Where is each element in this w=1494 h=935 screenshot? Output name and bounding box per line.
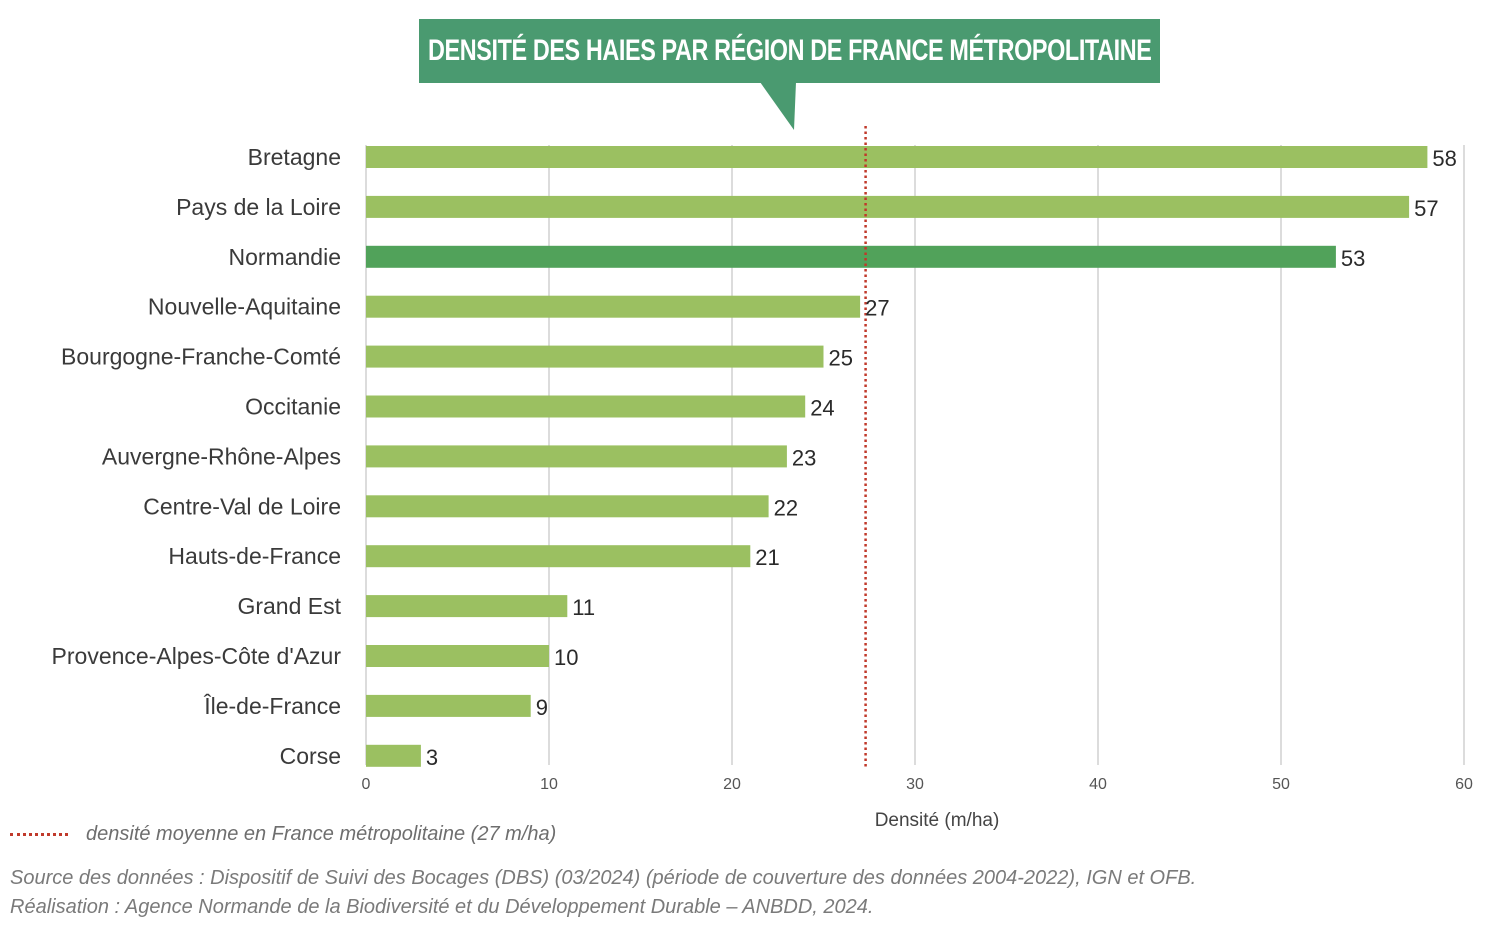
legend-reference-line-label: densité moyenne en France métropolitaine… (86, 822, 557, 845)
labels: 0 10 20 30 40 50 60 Bretagne 58 Pays de la Loire 5… (52, 144, 1473, 793)
bars (366, 146, 1428, 767)
category-label: Nouvelle-Aquitaine (148, 294, 341, 320)
bar (366, 295, 861, 318)
x-tick-label: 20 (723, 776, 741, 793)
category-label: Grand Est (237, 593, 341, 619)
data-label: 3 (426, 745, 438, 770)
x-tick-label: 60 (1455, 776, 1473, 793)
data-label: 21 (755, 545, 779, 570)
title-callout-pointer (760, 82, 796, 130)
category-label: Centre-Val de Loire (143, 493, 341, 519)
category-label: Île-de-France (203, 693, 341, 719)
category-label: Pays de la Loire (176, 194, 341, 220)
data-label: 22 (774, 495, 798, 520)
bar (366, 645, 549, 667)
data-label: 53 (1341, 246, 1365, 271)
legend-reference-line-swatch (10, 832, 68, 836)
category-label: Hauts-de-France (168, 543, 341, 569)
x-tick-label: 30 (906, 776, 924, 793)
bar (366, 445, 787, 468)
bar (366, 744, 421, 767)
x-tick-label: 10 (540, 776, 558, 793)
bar (366, 345, 824, 368)
legend: densité moyenne en France métropolitaine… (10, 820, 556, 848)
data-label: 57 (1414, 196, 1438, 221)
bar (366, 245, 1336, 268)
chart-title-text: DENSITÉ DES HAIES PAR RÉGION DE FRANCE M… (427, 34, 1152, 67)
category-label: Corse (280, 743, 341, 769)
x-axis-label: Densité (m/ha) (875, 810, 1000, 831)
bar (366, 694, 531, 717)
category-label: Bretagne (248, 144, 341, 170)
category-label: Provence-Alpes-Côte d'Azur (52, 643, 342, 669)
data-label: 58 (1432, 146, 1456, 171)
x-tick-label: 40 (1089, 776, 1107, 793)
chart-title: DENSITÉ DES HAIES PAR RÉGION DE FRANCE M… (419, 19, 1160, 83)
x-tick-label: 50 (1272, 776, 1290, 793)
bar (366, 595, 568, 618)
data-label: 24 (810, 396, 834, 421)
data-label: 10 (554, 645, 578, 670)
bar (366, 395, 806, 418)
category-label: Auvergne-Rhône-Alpes (102, 443, 341, 469)
category-label: Occitanie (245, 394, 341, 420)
data-label: 9 (536, 695, 548, 720)
data-label: 27 (865, 296, 889, 321)
data-label: 11 (572, 595, 595, 620)
bar (366, 495, 769, 518)
category-label: Normandie (229, 244, 342, 270)
footer: Source des données : Dispositif de Suivi… (10, 864, 1196, 922)
credit-line: Réalisation : Agence Normande de la Biod… (10, 896, 874, 918)
data-label: 23 (792, 445, 816, 470)
bar (366, 146, 1428, 168)
category-label: Bourgogne-Franche-Comté (61, 344, 341, 370)
bar (366, 545, 751, 568)
source-line: Source des données : Dispositif de Suivi… (10, 867, 1197, 889)
data-label: 25 (829, 346, 853, 371)
x-tick-label: 0 (362, 776, 371, 793)
bar (366, 195, 1410, 218)
